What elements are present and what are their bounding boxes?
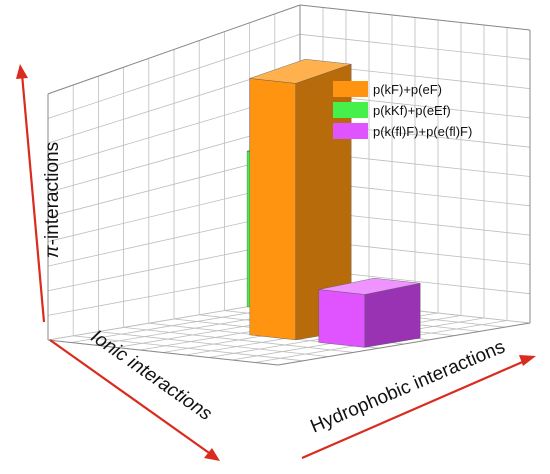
floor-grid-line xyxy=(73,335,304,362)
bar-0-top-face xyxy=(249,58,352,84)
frame-edge xyxy=(47,4,301,95)
floor-grid-line xyxy=(98,331,329,357)
legend-label-2: p(k(fl)F)+p(e(fl)F) xyxy=(373,124,472,139)
frame-edge xyxy=(47,339,279,366)
legend-swatch-1 xyxy=(333,102,368,118)
bar-2-front-face xyxy=(318,289,365,348)
legend-label-0: p(kF)+p(eF) xyxy=(373,82,442,97)
z-axis-label: π-interactions xyxy=(42,142,63,258)
x-axis-label: Hydrophobic interactions xyxy=(307,336,508,437)
legend-swatch-2 xyxy=(333,123,368,139)
y-axis-arrow xyxy=(49,339,220,461)
frame-edge xyxy=(299,4,531,31)
z-axis-arrow xyxy=(16,64,46,323)
z-axis-label-text: -interactions xyxy=(42,142,63,246)
bar-2 xyxy=(318,277,421,348)
floor-grid-line xyxy=(123,327,354,353)
bar-2-top-face xyxy=(318,277,421,295)
z-axis-label-symbol: π xyxy=(42,244,63,258)
legend-swatch-0 xyxy=(333,81,368,97)
left-wall-grid-line xyxy=(47,33,301,119)
bar-0-front-face xyxy=(249,78,296,341)
x-axis-arrow xyxy=(301,355,536,460)
frame-edge xyxy=(277,322,531,366)
legend-label-1: p(kKf)+p(eEf) xyxy=(373,103,451,118)
right-wall-grid-line xyxy=(299,33,531,60)
legend: p(kF)+p(eF) p(kKf)+p(eEf) p(k(fl)F)+p(e(… xyxy=(333,81,472,139)
